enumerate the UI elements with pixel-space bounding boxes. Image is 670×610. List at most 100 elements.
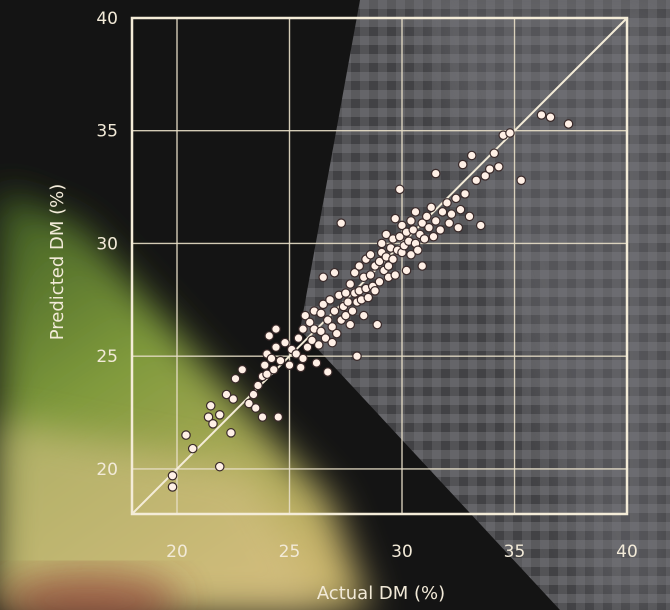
data-point [346,280,354,288]
data-point [375,278,383,286]
data-point [389,255,397,263]
data-point [285,361,293,369]
data-point [189,444,197,452]
data-point [319,273,327,281]
data-point [328,338,336,346]
data-point [330,307,338,315]
data-point [407,217,415,225]
data-point [261,361,269,369]
y-axis-label: Predicted DM (%) [47,184,68,340]
data-point [231,375,239,383]
data-point [414,246,422,254]
data-point [486,165,494,173]
data-point [342,289,350,297]
data-point [270,366,278,374]
data-point [436,226,444,234]
x-tick-label: 35 [504,542,526,562]
data-point [249,390,257,398]
data-point [299,325,307,333]
data-point [425,223,433,231]
data-point [546,113,554,121]
y-tick-label: 40 [96,9,118,29]
data-point [445,219,453,227]
data-point [209,420,217,428]
data-point [452,194,460,202]
data-point [168,483,176,491]
data-point [312,359,320,367]
y-tick-label: 20 [96,460,118,480]
data-point [229,395,237,403]
data-point [432,217,440,225]
data-point [456,205,464,213]
data-point [168,471,176,479]
data-point [364,293,372,301]
data-point [432,169,440,177]
data-point [443,199,451,207]
data-point [429,232,437,240]
data-point [360,311,368,319]
data-point [459,160,467,168]
data-point [344,298,352,306]
data-point [227,429,235,437]
data-point [333,329,341,337]
data-point [564,120,572,128]
data-point [391,271,399,279]
data-point [182,431,190,439]
data-point [315,341,323,349]
y-tick-label: 25 [96,347,118,367]
data-point [299,354,307,362]
data-point [468,151,476,159]
data-point [537,111,545,119]
x-axis-label: Actual DM (%) [317,583,445,604]
data-point [317,309,325,317]
data-point [366,271,374,279]
data-point [353,352,361,360]
data-point [272,343,280,351]
data-point [411,208,419,216]
data-point [274,413,282,421]
data-point [477,221,485,229]
data-point [346,320,354,328]
data-point [330,269,338,277]
data-point [216,411,224,419]
data-point [254,381,262,389]
x-tick-label: 30 [391,542,413,562]
data-point [252,404,260,412]
data-point [216,462,224,470]
data-point [337,219,345,227]
data-point [402,266,410,274]
data-point [438,208,446,216]
data-point [355,262,363,270]
data-point [461,190,469,198]
data-point [465,212,473,220]
data-point [506,129,514,137]
data-point [258,413,266,421]
data-point [447,210,455,218]
x-tick-label: 25 [279,542,301,562]
data-point [517,176,525,184]
data-point [427,203,435,211]
data-point [490,149,498,157]
data-point [378,239,386,247]
data-point [454,223,462,231]
data-point [294,334,302,342]
data-point [423,212,431,220]
data-point [366,251,374,259]
data-point [420,235,428,243]
data-point [267,354,275,362]
data-point [348,307,356,315]
data-point [276,356,284,364]
data-point [373,320,381,328]
data-point [324,368,332,376]
data-point [391,214,399,222]
y-tick-label: 30 [96,234,118,254]
data-point [265,332,273,340]
data-point [371,287,379,295]
data-point [326,296,334,304]
data-point [418,262,426,270]
y-tick-label: 35 [96,122,118,142]
data-point [396,185,404,193]
data-point [297,363,305,371]
